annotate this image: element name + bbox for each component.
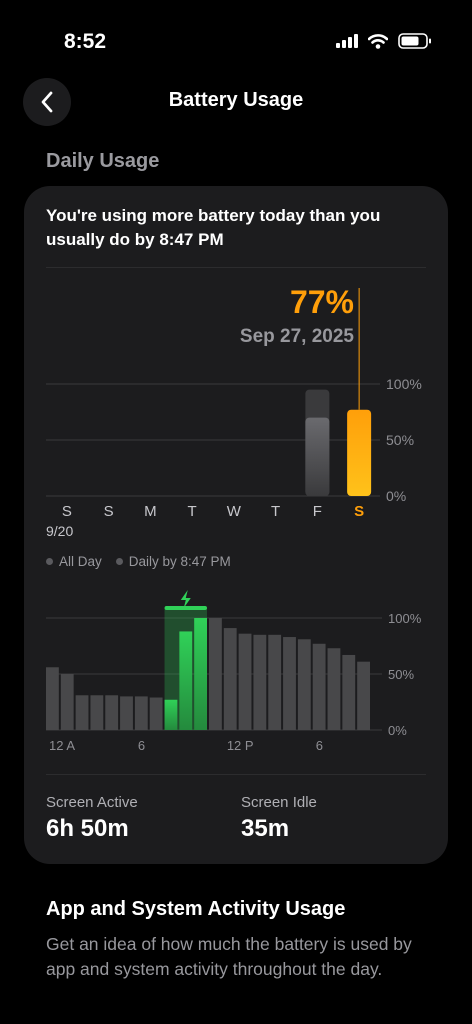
hourly-chart[interactable]: 100% 50% 0% 12 A 6 12 P 6	[24, 586, 448, 766]
x-tick-label: 6	[138, 738, 145, 753]
legend-dot	[46, 558, 53, 565]
x-tick-label: 12 P	[227, 738, 254, 753]
legend-dot	[115, 558, 123, 565]
hour-bar	[253, 634, 267, 730]
legend-item-daily-by: Daily by 8:47 PM	[115, 554, 231, 569]
back-button[interactable]	[23, 78, 71, 126]
hour-bar	[342, 654, 356, 730]
screen-idle-stat: Screen Idle 35m	[241, 794, 317, 843]
y-tick-label: 100%	[386, 376, 422, 392]
activity-section-title: App and System Activity Usage	[46, 898, 346, 920]
chart-legend: All Day Daily by 8:47 PM	[46, 554, 231, 569]
legend-label-all-day: All Day	[59, 554, 102, 569]
screen-active-label: Screen Active	[46, 794, 138, 811]
hour-bar	[327, 648, 341, 730]
hour-bar	[209, 618, 222, 730]
x-tick-label: M	[144, 503, 157, 520]
hour-bar	[46, 667, 59, 730]
y-tick-label: 50%	[386, 432, 414, 448]
bar-daily	[305, 417, 330, 496]
hour-bar-charging	[179, 631, 193, 730]
status-time: 8:52	[64, 30, 107, 53]
x-tick-label: S	[354, 503, 364, 520]
hour-bar-charging	[164, 699, 178, 730]
hour-bar	[149, 697, 163, 730]
x-tick-label: T	[271, 503, 280, 520]
hour-bar	[90, 695, 104, 730]
x-tick-label: S	[104, 503, 114, 520]
screen-idle-label: Screen Idle	[241, 794, 317, 811]
legend-label-daily-by: Daily by 8:47 PM	[128, 554, 231, 569]
usage-headline: You're using more battery today than you…	[46, 206, 381, 249]
selected-date: Sep 27, 2025	[239, 326, 354, 347]
y-tick-label: 100%	[388, 611, 422, 626]
bar-selected	[347, 409, 372, 496]
status-icons	[336, 33, 432, 49]
hour-bar	[297, 639, 311, 730]
x-tick-label: S	[62, 503, 72, 520]
hour-bar	[75, 695, 89, 730]
hour-bar	[268, 634, 282, 730]
selected-percent: 77%	[289, 284, 354, 320]
chevron-left-icon	[41, 91, 53, 113]
divider	[46, 774, 426, 775]
hour-bar	[223, 628, 237, 730]
x-tick-label: 6	[316, 738, 323, 753]
hour-bar	[120, 696, 133, 730]
legend-item-all-day: All Day	[46, 554, 102, 569]
x-tick-label: W	[227, 503, 242, 520]
x-tick-label: T	[188, 503, 197, 520]
daily-chart[interactable]: 100% 50% 0% S S M T W T F S 9/20	[24, 276, 448, 536]
hour-bar	[283, 637, 296, 730]
cellular-signal-icon	[336, 34, 358, 48]
y-tick-label: 0%	[388, 723, 407, 738]
wifi-icon	[368, 33, 388, 49]
hour-bar-charging	[194, 618, 207, 730]
hour-bar	[105, 695, 119, 730]
hour-bar	[357, 661, 370, 730]
screen-active-value: 6h 50m	[46, 815, 129, 842]
hour-bar	[60, 674, 74, 730]
screen-active-stat: Screen Active 6h 50m	[46, 794, 138, 843]
y-tick-label: 50%	[388, 667, 414, 682]
lightning-bolt-icon	[180, 590, 191, 608]
activity-section-description: Get an idea of how much the battery is u…	[46, 934, 412, 979]
hour-bar	[312, 643, 326, 730]
section-title-daily-usage: Daily Usage	[46, 150, 160, 172]
daily-usage-card: You're using more battery today than you…	[24, 186, 448, 864]
hour-bar	[134, 696, 148, 730]
start-date-label: 9/20	[46, 523, 73, 536]
x-tick-label: F	[313, 503, 322, 520]
y-tick-label: 0%	[386, 488, 406, 504]
divider	[46, 267, 426, 268]
battery-icon	[398, 33, 431, 49]
hour-bar	[238, 633, 252, 730]
x-tick-label: 12 A	[49, 738, 75, 753]
page-title: Battery Usage	[168, 89, 304, 111]
charging-indicator-bar	[164, 606, 207, 610]
screen-idle-value: 35m	[241, 815, 290, 842]
